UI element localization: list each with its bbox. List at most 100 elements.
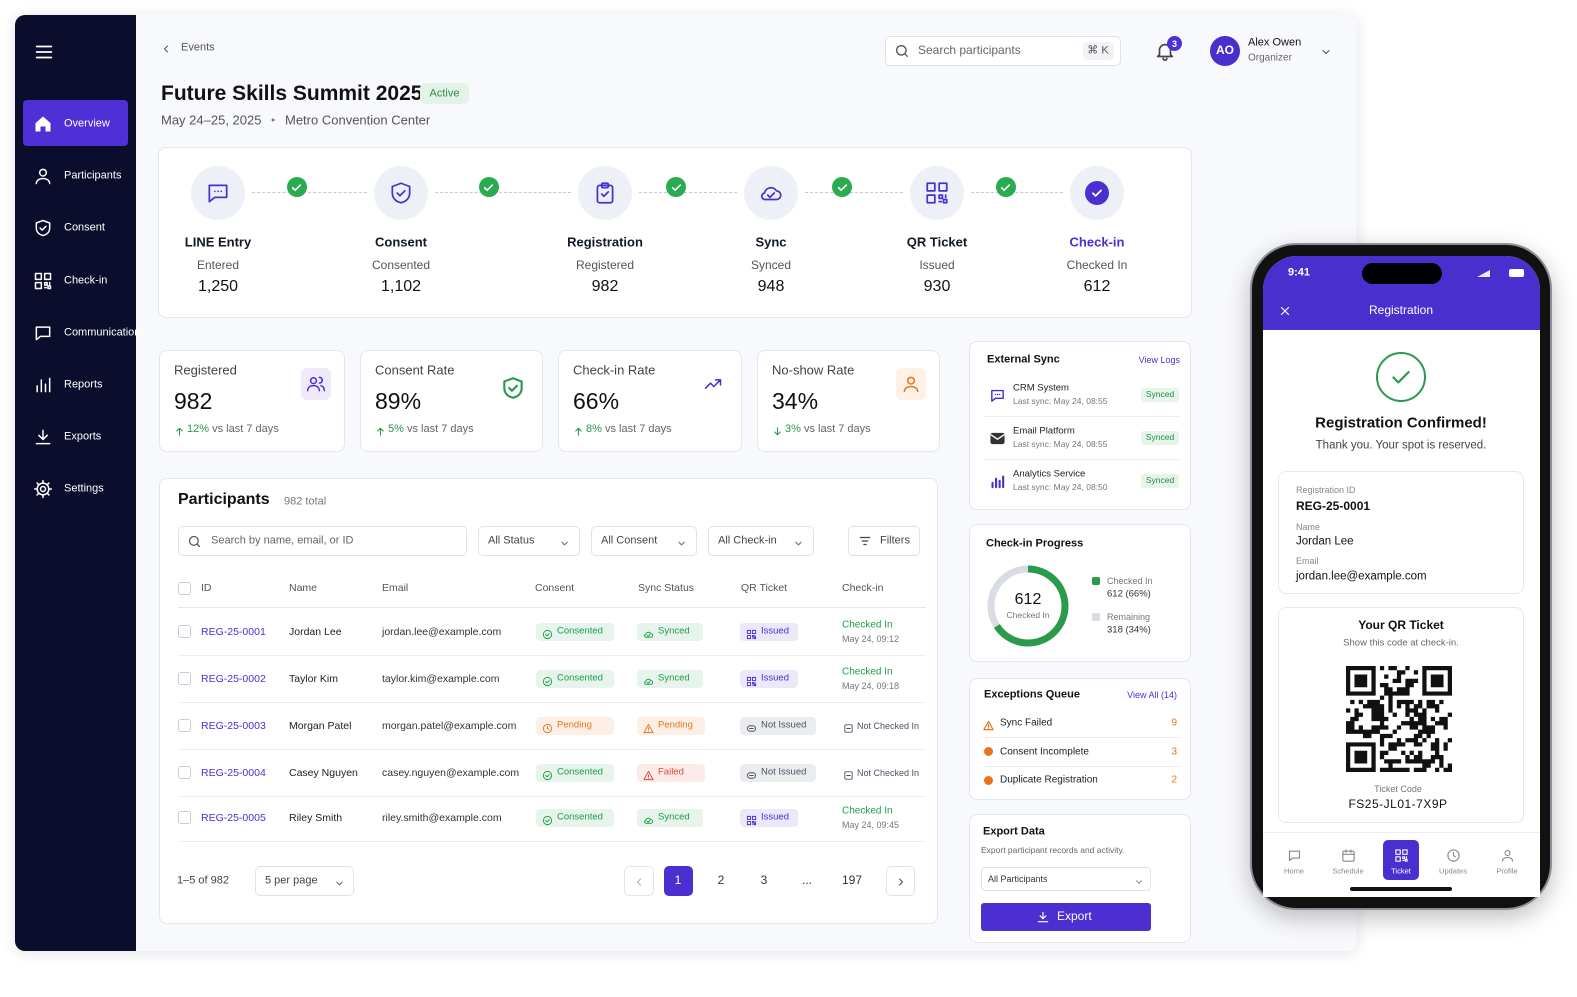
icon-shape — [544, 632, 550, 636]
nav-item[interactable]: Check-in — [64, 274, 108, 287]
icon-shape — [1037, 911, 1049, 923]
consent-status-icon — [542, 768, 553, 780]
tab-label[interactable]: Profile — [1496, 866, 1518, 876]
participant-name: Taylor Kim — [289, 672, 339, 685]
step-done — [666, 177, 687, 197]
stat-change: 8% — [586, 423, 602, 435]
participant-id[interactable]: REG-25-0002 — [201, 672, 266, 685]
step-done — [286, 177, 307, 197]
icon-shape — [1288, 850, 1300, 861]
integration-name: CRM System — [1013, 382, 1069, 394]
nav-item[interactable]: Participants — [64, 169, 122, 182]
icon-shape — [542, 815, 552, 825]
per-page-select[interactable] — [255, 866, 354, 896]
participant-name: Morgan Patel — [289, 719, 352, 732]
export-button[interactable] — [981, 903, 1151, 931]
participant-id[interactable]: REG-25-0004 — [201, 766, 266, 779]
tab-active-bg — [1383, 840, 1419, 880]
qr-note: Show this code at check-in. — [1343, 637, 1459, 649]
icon-shape — [903, 385, 919, 393]
breadcrumb[interactable]: Events — [181, 41, 215, 54]
participant-id[interactable]: REG-25-0005 — [201, 811, 266, 824]
checkbox[interactable] — [178, 719, 191, 732]
nav-item[interactable]: Communications — [64, 326, 146, 339]
nav-item[interactable]: Settings — [64, 483, 104, 496]
field-label: Name — [1296, 521, 1321, 532]
participant-id[interactable]: REG-25-0001 — [201, 625, 266, 638]
icon-shape — [306, 376, 326, 392]
checkin-time: May 24, 09:12 — [842, 633, 900, 644]
icon-shape — [704, 379, 722, 389]
checkbox[interactable] — [178, 672, 191, 685]
filter-select[interactable] — [478, 526, 580, 556]
participant-id[interactable]: REG-25-0003 — [201, 719, 266, 732]
icon-shape — [38, 168, 48, 177]
filters-button[interactable] — [848, 526, 920, 556]
checkbox[interactable] — [178, 625, 191, 638]
page-number[interactable]: ... — [801, 873, 813, 888]
icon-shape — [751, 634, 756, 639]
tab-label[interactable]: Updates — [1439, 866, 1467, 876]
row-divider — [178, 796, 926, 797]
checkbox[interactable] — [178, 811, 191, 824]
icon-shape — [990, 389, 1004, 402]
page-number[interactable]: 1 — [674, 873, 682, 888]
icon-shape — [1394, 855, 1401, 862]
search-box[interactable] — [885, 36, 1121, 66]
view-all[interactable]: View All (14) — [1127, 689, 1177, 700]
consent-status-pill — [536, 717, 614, 735]
card-title: External Sync — [987, 353, 1060, 366]
stat-change-line: 5% vs last 7 days — [388, 423, 474, 435]
phone-time: 9:41 — [1287, 266, 1311, 279]
nav-item[interactable]: Exports — [64, 430, 102, 443]
nav-item[interactable]: Reports — [64, 378, 103, 391]
consent-status: Pending — [557, 719, 592, 731]
icon-shape — [1446, 848, 1460, 862]
exception-count: 9 — [1171, 717, 1177, 729]
checkin-status: Checked In — [842, 619, 893, 631]
icon-shape — [643, 678, 653, 685]
participant-email: riley.smith@example.com — [382, 811, 502, 824]
user-menu-icon — [1320, 45, 1332, 57]
qr-status-pill — [740, 764, 816, 782]
filter-select[interactable] — [591, 526, 697, 556]
checkbox[interactable] — [178, 766, 191, 779]
page-number[interactable]: 2 — [717, 873, 725, 888]
icon-shape — [1001, 183, 1011, 191]
table-title: Participants — [178, 490, 270, 508]
filter-label: All Check-in — [718, 534, 777, 547]
field-value: jordan.lee@example.com — [1296, 570, 1427, 583]
export-description: Export participant records and activity. — [981, 845, 1125, 856]
page-number[interactable]: 197 — [841, 873, 863, 888]
sync-pill — [1141, 474, 1179, 488]
icon-shape — [843, 723, 853, 733]
icon-shape — [596, 184, 614, 204]
consent-status: Consented — [557, 625, 603, 637]
divider — [984, 416, 1180, 417]
step-icon-bg — [191, 166, 245, 220]
export-select[interactable] — [981, 867, 1151, 891]
icon-shape — [746, 681, 751, 686]
tab-label[interactable]: Home — [1283, 866, 1305, 876]
export-icon — [1036, 910, 1050, 924]
column-header: Sync Status — [638, 581, 695, 594]
page-number[interactable]: 3 — [760, 873, 768, 888]
nav-item[interactable]: Overview — [64, 117, 110, 130]
check-icon — [290, 181, 303, 194]
nav-icon — [33, 427, 53, 447]
filter-select[interactable] — [708, 526, 814, 556]
icon-shape — [335, 881, 343, 885]
view-logs[interactable]: View Logs — [1138, 354, 1180, 365]
details-card — [1278, 471, 1524, 594]
tab-label[interactable]: Ticket — [1391, 866, 1411, 876]
table-search[interactable] — [178, 526, 467, 556]
icon-shape — [1162, 57, 1168, 61]
consent-status-pill — [536, 623, 614, 641]
checkbox[interactable] — [178, 582, 191, 595]
tab-label[interactable]: Schedule — [1332, 866, 1364, 876]
icon-shape — [904, 53, 908, 57]
icon-shape — [1280, 306, 1290, 316]
nav-item[interactable]: Consent — [64, 222, 105, 235]
back-icon — [160, 42, 172, 54]
search-icon — [894, 43, 910, 59]
